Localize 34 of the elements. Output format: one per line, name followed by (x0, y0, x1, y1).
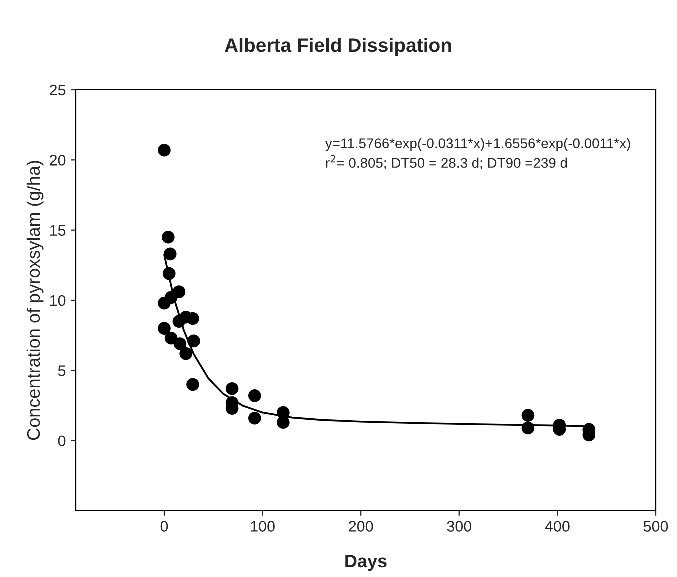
y-tick-label: 15 (50, 225, 66, 236)
point (186, 378, 200, 392)
annotation: r$^{2}$= 0.805; DT50 = 28.3 d; DT90 =239 d (326, 155, 568, 170)
y-tick-label: 25 (50, 84, 66, 96)
point (164, 248, 177, 261)
point (277, 416, 290, 429)
point (162, 267, 176, 280)
x-tick-label: 300 (447, 521, 472, 532)
point (162, 230, 175, 244)
y-tick-label: 0 (58, 436, 66, 447)
point (226, 382, 239, 396)
y-tick-label: 5 (58, 366, 66, 376)
x-tick-label: 200 (349, 521, 374, 532)
point (522, 422, 535, 435)
point (248, 390, 262, 402)
x-axis-title: Days (346, 555, 387, 572)
y-axis-title: Concentration of pyroxsylam (g/ha) (26, 161, 44, 440)
y-tick-label: 20 (50, 155, 66, 166)
point (180, 347, 193, 360)
point (186, 312, 200, 326)
point (158, 144, 171, 157)
x-tick-label: 0 (160, 521, 168, 532)
x-tick-label: 400 (545, 521, 570, 532)
annotation: y=11.5766*exp(-0.0311*x)+1.6556*exp(-0.0011*x) (325, 138, 630, 152)
chart-title: Alberta Field Dissipation (225, 38, 452, 56)
point (522, 409, 535, 422)
x-tick-label: 500 (644, 521, 668, 532)
point (158, 322, 171, 335)
x-tick-label: 100 (251, 521, 275, 532)
point (174, 338, 187, 350)
point (248, 412, 262, 425)
y-tick-label: 10 (50, 295, 66, 306)
point (188, 334, 200, 348)
point (158, 296, 171, 310)
